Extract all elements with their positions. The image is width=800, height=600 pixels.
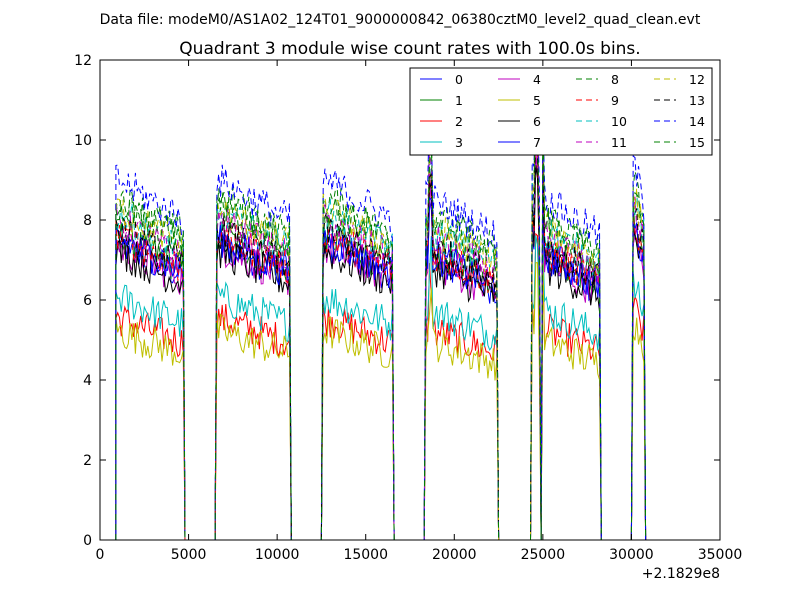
x-tick-label: 35000 [698, 547, 743, 563]
legend-label: 5 [533, 93, 541, 108]
x-offset-label: +2.1829e8 [642, 566, 720, 582]
x-tick-label: 30000 [609, 547, 654, 563]
chart-title: Quadrant 3 module wise count rates with … [179, 39, 640, 59]
legend-label: 12 [689, 72, 705, 87]
y-tick-label: 2 [83, 453, 92, 469]
series-line-10 [115, 113, 647, 541]
legend-label: 15 [689, 135, 705, 150]
legend-label: 6 [533, 114, 541, 129]
y-tick-label: 8 [83, 213, 92, 229]
legend-label: 1 [455, 93, 463, 108]
x-tick-label: 10000 [255, 547, 300, 563]
series-group [115, 69, 647, 541]
series-line-14 [115, 73, 647, 541]
legend-label: 9 [611, 93, 619, 108]
chart-suptitle: Data file: modeM0/AS1A02_124T01_90000008… [100, 12, 701, 28]
plot-frame [99, 59, 721, 541]
y-tick-label: 6 [83, 293, 92, 309]
legend-label: 11 [611, 135, 627, 150]
y-tick-label: 12 [74, 53, 92, 69]
y-tick-label: 4 [83, 373, 92, 389]
legend-box [409, 67, 713, 156]
legend-label: 0 [455, 72, 463, 87]
legend-label: 2 [455, 114, 463, 129]
x-tick-label: 5000 [171, 547, 207, 563]
y-tick-label: 0 [83, 533, 92, 549]
legend-label: 7 [533, 135, 541, 150]
series-line-13 [115, 120, 647, 541]
legend-label: 8 [611, 72, 619, 87]
x-tick-label: 15000 [343, 547, 388, 563]
legend-label: 13 [689, 93, 705, 108]
y-tick-label: 10 [74, 133, 92, 149]
series-line-2 [115, 232, 647, 541]
series-line-3 [115, 235, 647, 541]
series-line-5 [115, 260, 647, 541]
x-tick-label: 20000 [432, 547, 477, 563]
series-line-8 [115, 90, 647, 541]
legend-label: 4 [533, 72, 541, 87]
legend-label: 3 [455, 135, 463, 150]
legend-label: 14 [689, 114, 705, 129]
x-tick-label: 0 [96, 547, 105, 563]
x-tick-label: 25000 [521, 547, 566, 563]
series-line-15 [115, 69, 647, 541]
legend-label: 10 [611, 114, 627, 129]
axes: 0 5000 10000 15000 20000 25000 30000 35000 0 2 4 6 8… [74, 53, 742, 563]
